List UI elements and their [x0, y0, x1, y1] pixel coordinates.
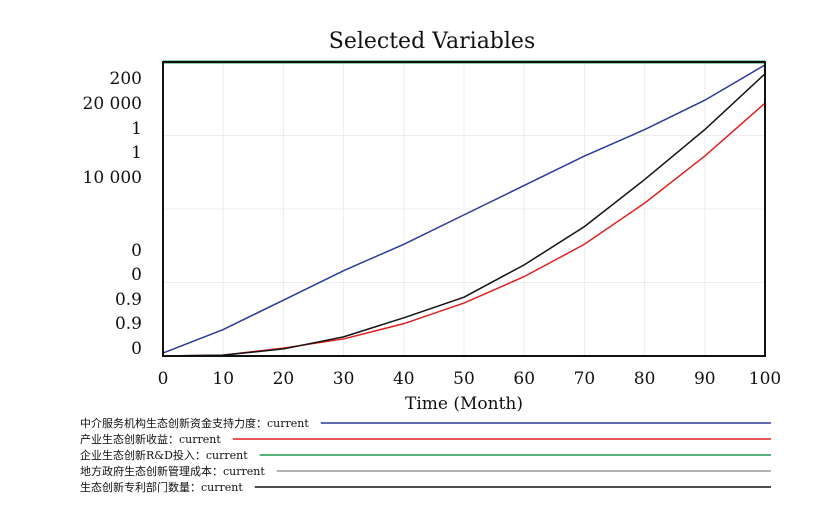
y-tick-label: 1: [131, 143, 142, 163]
y-tick-label: 200: [110, 69, 142, 89]
y-tick-label: 1: [131, 119, 142, 139]
x-tick-label: 80: [634, 369, 656, 389]
x-tick-label: 50: [453, 369, 475, 389]
legend-label: 中介服务机构生态创新资金支持力度：current: [80, 416, 309, 430]
plot-frame: [162, 61, 766, 357]
x-tick-label: 10: [212, 369, 234, 389]
series-line: [162, 64, 766, 354]
x-tick-label: 100: [749, 369, 781, 389]
legend-label: 地方政府生态创新管理成本：current: [80, 464, 265, 478]
x-tick-label: 20: [273, 369, 295, 389]
chart-title: Selected Variables: [329, 29, 536, 54]
x-tick-label: 40: [393, 369, 415, 389]
x-axis-label: Time (Month): [405, 394, 523, 414]
x-tick-label: 30: [333, 369, 355, 389]
y-tick-label: 0.9: [115, 314, 142, 334]
x-tick-label: 90: [694, 369, 716, 389]
legend-label: 企业生态创新R&D投入：current: [80, 448, 248, 462]
y-tick-label: 0.9: [115, 290, 142, 310]
legend-label: 产业生态创新收益：current: [80, 432, 221, 446]
y-tick-label: 0: [131, 265, 142, 285]
y-tick-label: 0: [131, 339, 142, 359]
legend-label: 生态创新专利部门数量：current: [80, 480, 243, 494]
y-tick-label: 10 000: [83, 168, 142, 188]
y-tick-label: 20 000: [83, 94, 142, 114]
y-tick-label: 0: [131, 241, 142, 261]
series-line: [162, 73, 766, 357]
x-tick-label: 60: [513, 369, 535, 389]
x-tick-label: 70: [574, 369, 596, 389]
x-tick-label: 0: [158, 369, 169, 389]
